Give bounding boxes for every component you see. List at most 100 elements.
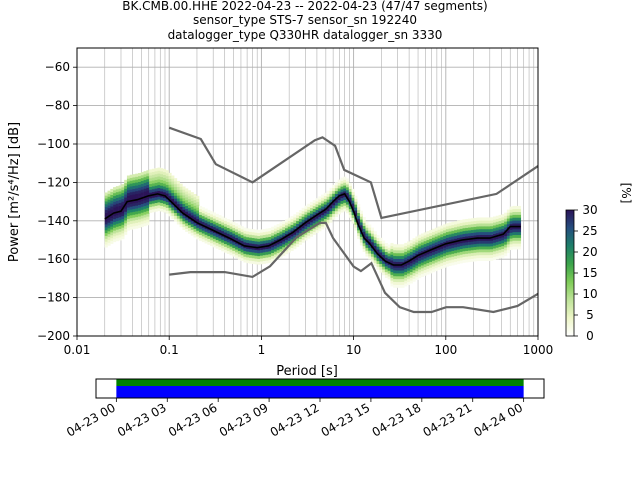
density-cell bbox=[465, 247, 469, 251]
density-cell bbox=[273, 242, 277, 246]
density-cell bbox=[301, 219, 305, 223]
density-cell bbox=[309, 207, 314, 211]
density-cell bbox=[243, 256, 247, 260]
density-cell bbox=[309, 227, 314, 231]
density-cell bbox=[104, 232, 108, 236]
density-cell bbox=[149, 178, 153, 182]
density-cell bbox=[149, 198, 153, 202]
density-cell bbox=[193, 231, 197, 235]
density-cell bbox=[132, 188, 136, 192]
density-cell bbox=[248, 257, 253, 261]
density-cell bbox=[493, 228, 497, 232]
density-cell bbox=[440, 254, 444, 258]
density-cell bbox=[296, 217, 300, 222]
density-cell bbox=[115, 220, 119, 224]
density-cell bbox=[318, 207, 322, 212]
density-cell bbox=[432, 257, 436, 261]
density-cell bbox=[262, 231, 266, 236]
density-cell bbox=[143, 191, 147, 195]
density-cell bbox=[484, 246, 488, 250]
x-tick-label: 1 bbox=[258, 343, 266, 357]
density-cell bbox=[359, 225, 363, 229]
density-cell bbox=[384, 257, 388, 261]
density-cell bbox=[146, 190, 150, 194]
density-cell bbox=[434, 230, 438, 234]
density-cell bbox=[468, 233, 472, 237]
density-cell bbox=[407, 273, 411, 277]
density-cell bbox=[279, 245, 283, 249]
density-cell bbox=[476, 240, 480, 244]
density-cell bbox=[423, 266, 427, 271]
density-cell bbox=[418, 243, 422, 247]
density-cell bbox=[334, 208, 339, 212]
density-cell bbox=[432, 260, 436, 264]
density-cell bbox=[143, 202, 147, 207]
density-cell bbox=[287, 237, 291, 242]
density-cell bbox=[107, 242, 111, 246]
density-cell bbox=[262, 240, 266, 244]
density-cell bbox=[179, 224, 183, 228]
density-cell bbox=[437, 238, 441, 242]
high-noise-model bbox=[168, 126, 539, 220]
density-cell bbox=[418, 240, 422, 244]
density-cell bbox=[432, 228, 436, 232]
density-cell bbox=[476, 252, 480, 256]
density-cell bbox=[390, 277, 394, 281]
density-cell bbox=[454, 224, 458, 228]
density-cell bbox=[407, 270, 411, 274]
density-cell bbox=[271, 244, 275, 248]
density-cell bbox=[509, 209, 513, 213]
density-cell bbox=[351, 206, 355, 210]
density-cell bbox=[370, 242, 375, 246]
density-cell bbox=[440, 239, 444, 243]
density-cell bbox=[135, 199, 139, 203]
density-cell bbox=[432, 237, 436, 241]
density-cell bbox=[196, 204, 200, 208]
density-cell bbox=[415, 268, 419, 272]
density-cell bbox=[476, 237, 480, 241]
density-cell bbox=[484, 252, 488, 256]
density-cell bbox=[490, 246, 494, 250]
density-cell bbox=[343, 199, 347, 203]
density-cell bbox=[190, 232, 194, 236]
density-cell bbox=[509, 226, 513, 230]
density-cell bbox=[404, 268, 408, 272]
density-cell bbox=[262, 228, 266, 233]
density-cell bbox=[124, 188, 128, 192]
density-cell bbox=[437, 263, 441, 268]
density-cell bbox=[429, 267, 433, 271]
density-cell bbox=[359, 222, 363, 226]
density-cell bbox=[420, 259, 424, 263]
density-cell bbox=[315, 221, 319, 225]
density-cell bbox=[243, 233, 247, 237]
density-cell bbox=[113, 221, 117, 225]
density-cell bbox=[398, 270, 402, 274]
density-cell bbox=[376, 260, 380, 264]
density-cell bbox=[237, 239, 241, 243]
density-cell bbox=[470, 244, 474, 248]
density-cell bbox=[395, 255, 400, 260]
density-cell bbox=[357, 209, 361, 214]
density-cell bbox=[501, 214, 505, 218]
density-cell bbox=[132, 208, 136, 212]
density-cell bbox=[174, 198, 178, 202]
density-cell bbox=[456, 223, 461, 227]
density-cell bbox=[459, 219, 463, 224]
density-cell bbox=[182, 189, 186, 193]
density-cell bbox=[490, 228, 494, 233]
density-cell bbox=[506, 235, 510, 239]
density-cell bbox=[487, 240, 491, 244]
density-cell bbox=[260, 261, 264, 265]
density-cell bbox=[481, 228, 485, 233]
density-cell bbox=[423, 272, 427, 276]
density-cell bbox=[346, 187, 350, 191]
density-cell bbox=[517, 205, 522, 210]
density-cell bbox=[473, 252, 477, 256]
density-cell bbox=[185, 208, 189, 212]
density-cell bbox=[171, 215, 175, 219]
density-cell bbox=[179, 203, 183, 208]
density-cell bbox=[309, 213, 314, 217]
density-cell bbox=[165, 181, 169, 185]
